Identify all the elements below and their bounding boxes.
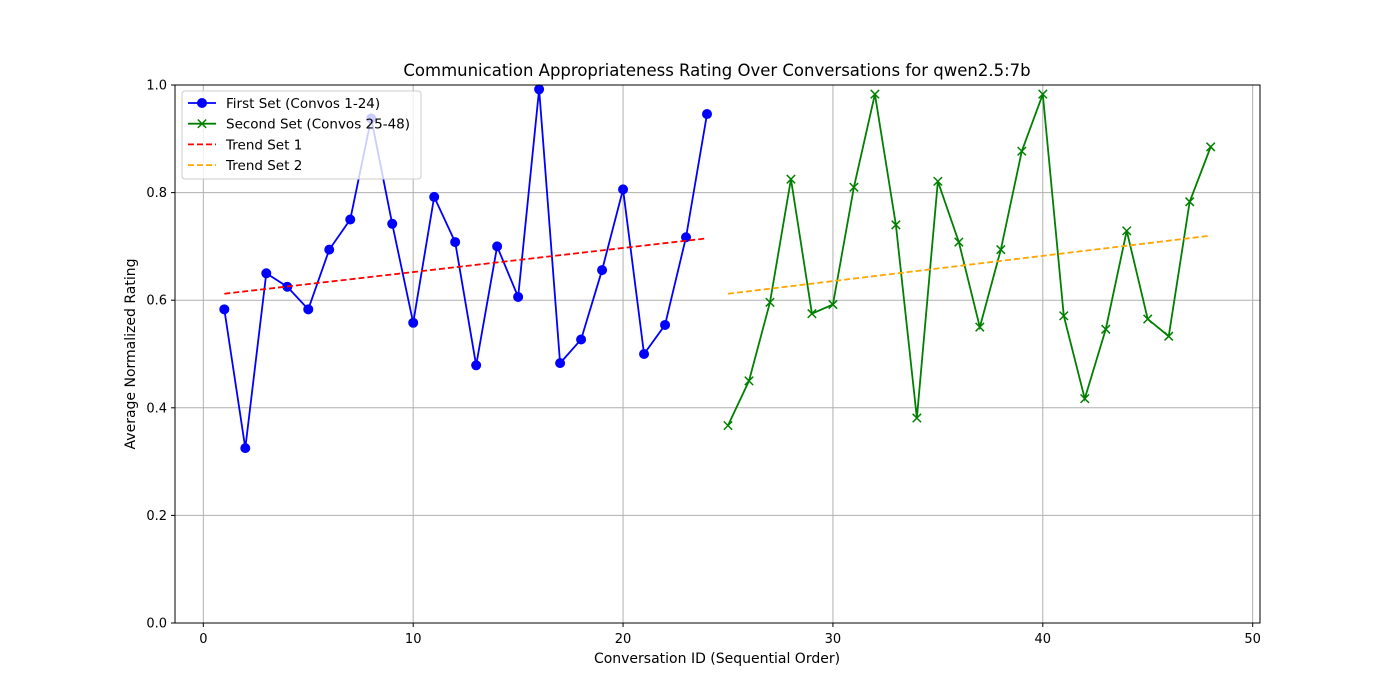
axis-ticks: 0 10 20 30 40 50 0.0 0.2 0.4 0.6 0.8 1.0 [146, 79, 1261, 648]
series-1-point [219, 304, 230, 315]
series-2-point [975, 322, 985, 332]
legend-box [181, 90, 422, 180]
series-2-point [870, 89, 880, 99]
y-tick-label: 0.0 [146, 617, 167, 632]
legend-point [197, 118, 207, 129]
series-2-point [912, 413, 922, 423]
series-2-point [996, 244, 1006, 255]
y-tick-label: 0.8 [146, 186, 167, 201]
legend-label: First Set (Convos 1-24) [226, 96, 380, 112]
series-2-point [1080, 393, 1090, 404]
series-1-point [660, 319, 671, 330]
legend-item: Second Set (Convos 25-48) [188, 117, 410, 133]
series-2-point [1205, 142, 1216, 152]
series-1-point [240, 443, 251, 454]
legend: First Set (Convos 1-24) Second Set (Convo… [181, 90, 422, 180]
x-tick-label: 10 [405, 632, 422, 647]
series-1-point [639, 349, 650, 359]
series-2-point [1059, 311, 1069, 321]
series-1-point [702, 109, 713, 120]
y-tick-label: 1.0 [146, 79, 167, 94]
series-1-point [408, 317, 419, 328]
x-tick-label: 20 [615, 632, 632, 647]
legend-label: Trend Set 1 [225, 137, 302, 153]
series-2-point [1101, 324, 1111, 334]
series-2-point [954, 237, 964, 247]
series-2-point [891, 220, 901, 230]
series-1-point [324, 244, 335, 255]
series-2-point [1122, 226, 1132, 236]
legend-point [197, 98, 207, 108]
legend-item: First Set (Convos 1-24) [188, 96, 380, 112]
legend-item: Trend Set 2 [188, 158, 302, 174]
series-2-point [723, 420, 733, 431]
y-tick-label: 0.6 [146, 294, 167, 309]
series-1 [219, 84, 713, 454]
legend-label: Second Set (Convos 25-48) [226, 117, 410, 133]
x-axis-label: Conversation ID (Sequential Order) [594, 651, 840, 667]
series-2-line [727, 93, 1212, 426]
series-1-point [261, 268, 272, 279]
series-2-point [1184, 197, 1195, 207]
series-1-point [303, 304, 314, 315]
x-tick-label: 30 [825, 632, 842, 647]
series-1-point [513, 291, 524, 302]
series-2-point [744, 376, 754, 386]
series-2-point [828, 299, 838, 310]
series-1-point [576, 334, 587, 345]
series-2-point [807, 308, 817, 319]
series-2-point [1017, 146, 1027, 156]
series-1-point [345, 214, 356, 225]
series-1-point [492, 241, 503, 252]
series-1-point [429, 191, 440, 202]
series-1-point [387, 218, 398, 229]
series-4-line [727, 234, 1211, 295]
series-2-point [765, 297, 775, 308]
plot-series [219, 84, 1216, 454]
series-1-point [534, 84, 545, 95]
plot-frame [174, 84, 1261, 624]
series-1-point [450, 237, 461, 248]
legend-label: Trend Set 2 [225, 158, 302, 174]
series-1-point [555, 358, 566, 369]
x-tick-label: 0 [199, 632, 207, 647]
series-2 [723, 89, 1216, 431]
x-tick-label: 50 [1244, 632, 1261, 647]
series-1-point [471, 360, 482, 371]
series-2-point [786, 174, 796, 184]
series-2-point [1142, 314, 1153, 324]
y-tick-label: 0.2 [146, 509, 167, 524]
y-axis-label: Average Normalized Rating [123, 259, 139, 450]
x-tick-label: 40 [1035, 632, 1052, 647]
y-tick-label: 0.4 [146, 401, 167, 416]
series-1-point [597, 265, 608, 276]
chart-title: Communication Appropriateness Rating Ove… [403, 61, 1030, 80]
series-2-point [1163, 331, 1174, 341]
series-4 [727, 234, 1211, 295]
legend-item: Trend Set 1 [188, 137, 302, 153]
series-1-line [223, 89, 708, 449]
series-1-point [681, 232, 692, 243]
series-1-point [618, 184, 629, 195]
series-2-point [933, 176, 943, 187]
series-2-point [849, 182, 859, 192]
series-2-point [1038, 89, 1048, 99]
